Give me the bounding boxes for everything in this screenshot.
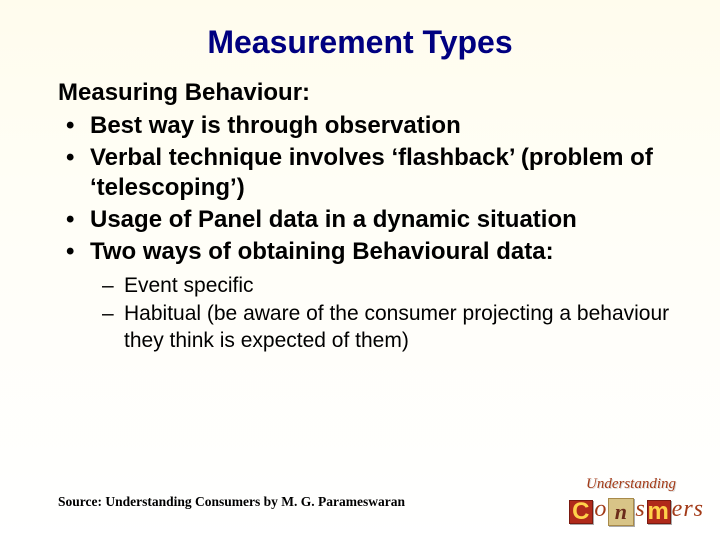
slide-title: Measurement Types [40, 24, 680, 61]
logo-letter-r: r [683, 496, 693, 522]
bullet-item: Two ways of obtaining Behavioural data: [58, 237, 670, 267]
logo-letter-o: o [594, 496, 607, 522]
bullet-item: Best way is through observation [58, 111, 670, 141]
slide-content: Measuring Behaviour: Best way is through… [40, 79, 680, 354]
content-subtitle: Measuring Behaviour: [58, 79, 670, 107]
logo-letter-m: m [647, 500, 671, 524]
logo: Understanding Consmers [494, 476, 704, 526]
bullet-item: Usage of Panel data in a dynamic situati… [58, 205, 670, 235]
source-citation: Source: Understanding Consumers by M. G.… [58, 494, 405, 510]
logo-letter-s2: s [694, 496, 704, 522]
sub-bullet-item: Habitual (be aware of the consumer proje… [100, 301, 670, 354]
logo-letter-n: n [608, 498, 634, 526]
logo-letter-e: e [672, 496, 684, 522]
logo-letter-s: s [635, 496, 645, 522]
slide: Measurement Types Measuring Behaviour: B… [0, 0, 720, 540]
logo-main: Consmers [568, 496, 704, 526]
logo-letter-c: C [569, 500, 593, 524]
sub-bullet-list: Event specific Habitual (be aware of the… [58, 273, 670, 354]
logo-subtitle: Understanding [586, 476, 676, 493]
bullet-list: Best way is through observation Verbal t… [58, 111, 670, 267]
bullet-item: Verbal technique involves ‘flashback’ (p… [58, 143, 670, 203]
sub-bullet-item: Event specific [100, 273, 670, 299]
